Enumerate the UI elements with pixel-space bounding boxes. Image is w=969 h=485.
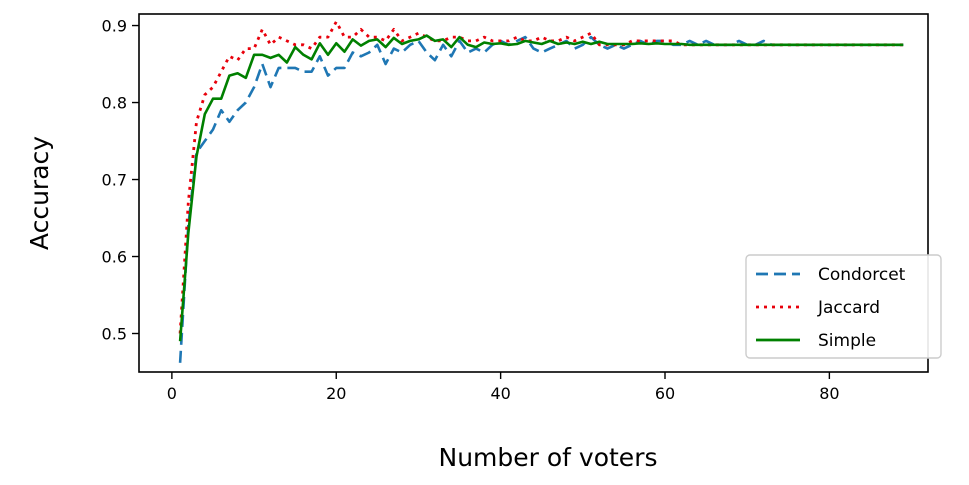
legend: Condorcet Jaccard Simple — [745, 254, 942, 359]
y-axis-label: Accuracy — [25, 136, 54, 250]
y-tick-label: 0.8 — [102, 94, 127, 113]
x-tick-label: 20 — [326, 384, 346, 403]
y-tick-label: 0.6 — [102, 248, 127, 267]
legend-label: Simple — [818, 331, 876, 351]
x-tick-label: 80 — [819, 384, 839, 403]
x-tick-label: 0 — [167, 384, 177, 403]
plot-area — [138, 13, 929, 373]
legend-label: Jaccard — [817, 298, 880, 318]
y-tick-label: 0.7 — [102, 171, 127, 190]
y-axis: 0.5 0.6 0.7 0.8 0.9 — [102, 17, 139, 344]
legend-box — [745, 254, 942, 359]
y-tick-label: 0.9 — [102, 17, 127, 36]
x-axis: 0 20 40 60 80 — [167, 372, 840, 403]
x-tick-label: 40 — [490, 384, 510, 403]
legend-label: Condorcet — [818, 265, 906, 285]
plot-border — [138, 13, 929, 373]
x-tick-label: 60 — [655, 384, 675, 403]
x-axis-label: Number of voters — [439, 443, 658, 472]
series-layer — [178, 20, 904, 363]
series-line-simple — [178, 34, 904, 342]
y-tick-label: 0.5 — [102, 325, 127, 344]
